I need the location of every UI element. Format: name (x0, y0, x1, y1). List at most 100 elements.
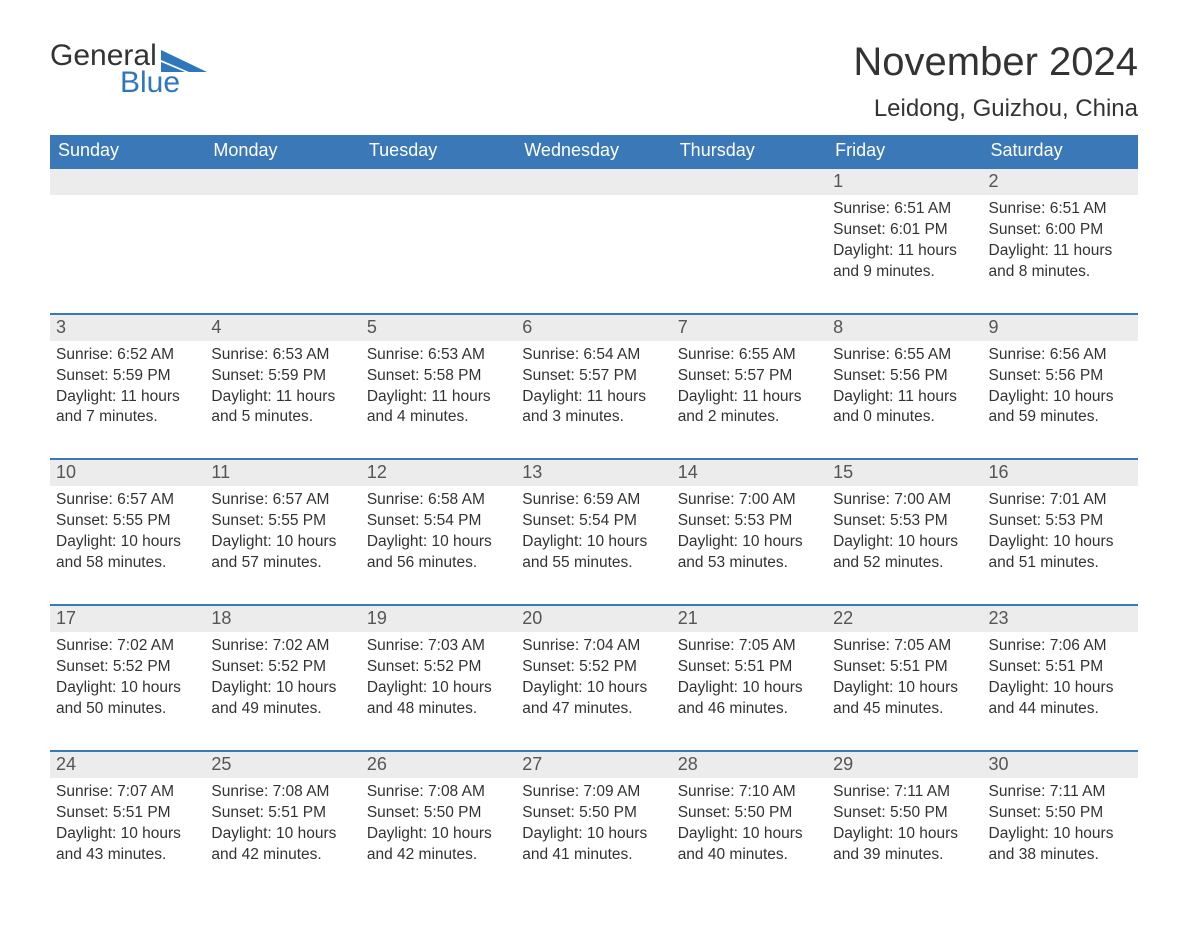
day-details: Sunrise: 6:53 AMSunset: 5:59 PMDaylight:… (205, 341, 360, 429)
sunset-line: Sunset: 5:55 PM (211, 511, 354, 532)
daylight-line: Daylight: 10 hours and 55 minutes. (522, 532, 665, 574)
day-number: 24 (50, 750, 205, 778)
day-details: Sunrise: 7:07 AMSunset: 5:51 PMDaylight:… (50, 778, 205, 866)
day-strip-empty (50, 167, 205, 195)
day-strip-empty (672, 167, 827, 195)
sunrise-line: Sunrise: 7:08 AM (211, 782, 354, 803)
daylight-line: Daylight: 10 hours and 42 minutes. (367, 824, 510, 866)
weekday-header: Friday (827, 135, 982, 167)
calendar-cell: 29Sunrise: 7:11 AMSunset: 5:50 PMDayligh… (827, 750, 982, 896)
calendar-cell: 14Sunrise: 7:00 AMSunset: 5:53 PMDayligh… (672, 458, 827, 604)
sunset-line: Sunset: 5:50 PM (678, 803, 821, 824)
sunrise-line: Sunrise: 6:58 AM (367, 490, 510, 511)
sunset-line: Sunset: 5:56 PM (833, 366, 976, 387)
calendar-cell: 6Sunrise: 6:54 AMSunset: 5:57 PMDaylight… (516, 313, 671, 459)
daylight-line: Daylight: 10 hours and 41 minutes. (522, 824, 665, 866)
day-details: Sunrise: 7:01 AMSunset: 5:53 PMDaylight:… (983, 486, 1138, 574)
sunset-line: Sunset: 5:51 PM (56, 803, 199, 824)
calendar-cell: 19Sunrise: 7:03 AMSunset: 5:52 PMDayligh… (361, 604, 516, 750)
weekday-header: Thursday (672, 135, 827, 167)
calendar-cell: 24Sunrise: 7:07 AMSunset: 5:51 PMDayligh… (50, 750, 205, 896)
sunrise-line: Sunrise: 7:11 AM (833, 782, 976, 803)
sunset-line: Sunset: 6:00 PM (989, 220, 1132, 241)
calendar-cell: 23Sunrise: 7:06 AMSunset: 5:51 PMDayligh… (983, 604, 1138, 750)
day-details: Sunrise: 7:05 AMSunset: 5:51 PMDaylight:… (827, 632, 982, 720)
daylight-line: Daylight: 10 hours and 43 minutes. (56, 824, 199, 866)
logo-word-blue: Blue (50, 67, 207, 99)
sunset-line: Sunset: 5:53 PM (833, 511, 976, 532)
sunset-line: Sunset: 5:50 PM (833, 803, 976, 824)
sunrise-line: Sunrise: 7:01 AM (989, 490, 1132, 511)
sunrise-line: Sunrise: 7:08 AM (367, 782, 510, 803)
day-details: Sunrise: 6:53 AMSunset: 5:58 PMDaylight:… (361, 341, 516, 429)
day-number: 27 (516, 750, 671, 778)
sunset-line: Sunset: 5:57 PM (678, 366, 821, 387)
calendar-cell (672, 167, 827, 313)
calendar-cell: 13Sunrise: 6:59 AMSunset: 5:54 PMDayligh… (516, 458, 671, 604)
day-details: Sunrise: 6:51 AMSunset: 6:01 PMDaylight:… (827, 195, 982, 283)
day-details: Sunrise: 7:02 AMSunset: 5:52 PMDaylight:… (205, 632, 360, 720)
day-number: 18 (205, 604, 360, 632)
day-details: Sunrise: 6:58 AMSunset: 5:54 PMDaylight:… (361, 486, 516, 574)
calendar-week-row: 10Sunrise: 6:57 AMSunset: 5:55 PMDayligh… (50, 458, 1138, 604)
sunrise-line: Sunrise: 6:53 AM (367, 345, 510, 366)
sunrise-line: Sunrise: 7:05 AM (678, 636, 821, 657)
calendar-cell: 27Sunrise: 7:09 AMSunset: 5:50 PMDayligh… (516, 750, 671, 896)
day-details: Sunrise: 7:09 AMSunset: 5:50 PMDaylight:… (516, 778, 671, 866)
day-number: 1 (827, 167, 982, 195)
sunrise-line: Sunrise: 6:57 AM (56, 490, 199, 511)
sunrise-line: Sunrise: 7:10 AM (678, 782, 821, 803)
sunset-line: Sunset: 6:01 PM (833, 220, 976, 241)
daylight-line: Daylight: 11 hours and 2 minutes. (678, 387, 821, 429)
sunset-line: Sunset: 5:51 PM (678, 657, 821, 678)
day-number: 2 (983, 167, 1138, 195)
day-details: Sunrise: 7:03 AMSunset: 5:52 PMDaylight:… (361, 632, 516, 720)
daylight-line: Daylight: 11 hours and 3 minutes. (522, 387, 665, 429)
sunset-line: Sunset: 5:52 PM (522, 657, 665, 678)
calendar-week-row: 17Sunrise: 7:02 AMSunset: 5:52 PMDayligh… (50, 604, 1138, 750)
calendar-cell: 26Sunrise: 7:08 AMSunset: 5:50 PMDayligh… (361, 750, 516, 896)
daylight-line: Daylight: 11 hours and 4 minutes. (367, 387, 510, 429)
day-strip-empty (205, 167, 360, 195)
calendar-cell: 30Sunrise: 7:11 AMSunset: 5:50 PMDayligh… (983, 750, 1138, 896)
sunset-line: Sunset: 5:50 PM (989, 803, 1132, 824)
sunset-line: Sunset: 5:56 PM (989, 366, 1132, 387)
header: General Blue November 2024 Leidong, Guiz… (50, 40, 1138, 123)
sunrise-line: Sunrise: 6:56 AM (989, 345, 1132, 366)
calendar-cell (516, 167, 671, 313)
calendar-cell: 25Sunrise: 7:08 AMSunset: 5:51 PMDayligh… (205, 750, 360, 896)
sunrise-line: Sunrise: 7:00 AM (833, 490, 976, 511)
calendar-cell: 17Sunrise: 7:02 AMSunset: 5:52 PMDayligh… (50, 604, 205, 750)
day-details: Sunrise: 6:54 AMSunset: 5:57 PMDaylight:… (516, 341, 671, 429)
sunrise-line: Sunrise: 6:52 AM (56, 345, 199, 366)
sunrise-line: Sunrise: 7:05 AM (833, 636, 976, 657)
day-number: 9 (983, 313, 1138, 341)
day-details: Sunrise: 6:57 AMSunset: 5:55 PMDaylight:… (205, 486, 360, 574)
calendar-cell: 12Sunrise: 6:58 AMSunset: 5:54 PMDayligh… (361, 458, 516, 604)
day-number: 30 (983, 750, 1138, 778)
sunrise-line: Sunrise: 6:59 AM (522, 490, 665, 511)
daylight-line: Daylight: 10 hours and 53 minutes. (678, 532, 821, 574)
weekday-header: Tuesday (361, 135, 516, 167)
sunrise-line: Sunrise: 7:09 AM (522, 782, 665, 803)
calendar-cell: 3Sunrise: 6:52 AMSunset: 5:59 PMDaylight… (50, 313, 205, 459)
daylight-line: Daylight: 11 hours and 0 minutes. (833, 387, 976, 429)
sunrise-line: Sunrise: 7:07 AM (56, 782, 199, 803)
calendar-cell: 4Sunrise: 6:53 AMSunset: 5:59 PMDaylight… (205, 313, 360, 459)
calendar-cell: 10Sunrise: 6:57 AMSunset: 5:55 PMDayligh… (50, 458, 205, 604)
logo: General Blue (50, 40, 207, 98)
day-number: 22 (827, 604, 982, 632)
day-details: Sunrise: 7:00 AMSunset: 5:53 PMDaylight:… (672, 486, 827, 574)
weekday-header: Sunday (50, 135, 205, 167)
daylight-line: Daylight: 11 hours and 5 minutes. (211, 387, 354, 429)
day-number: 12 (361, 458, 516, 486)
sunset-line: Sunset: 5:59 PM (56, 366, 199, 387)
sunrise-line: Sunrise: 6:51 AM (989, 199, 1132, 220)
daylight-line: Daylight: 10 hours and 56 minutes. (367, 532, 510, 574)
calendar-cell: 22Sunrise: 7:05 AMSunset: 5:51 PMDayligh… (827, 604, 982, 750)
sunset-line: Sunset: 5:51 PM (833, 657, 976, 678)
daylight-line: Daylight: 10 hours and 47 minutes. (522, 678, 665, 720)
calendar-cell: 15Sunrise: 7:00 AMSunset: 5:53 PMDayligh… (827, 458, 982, 604)
day-number: 5 (361, 313, 516, 341)
day-number: 16 (983, 458, 1138, 486)
